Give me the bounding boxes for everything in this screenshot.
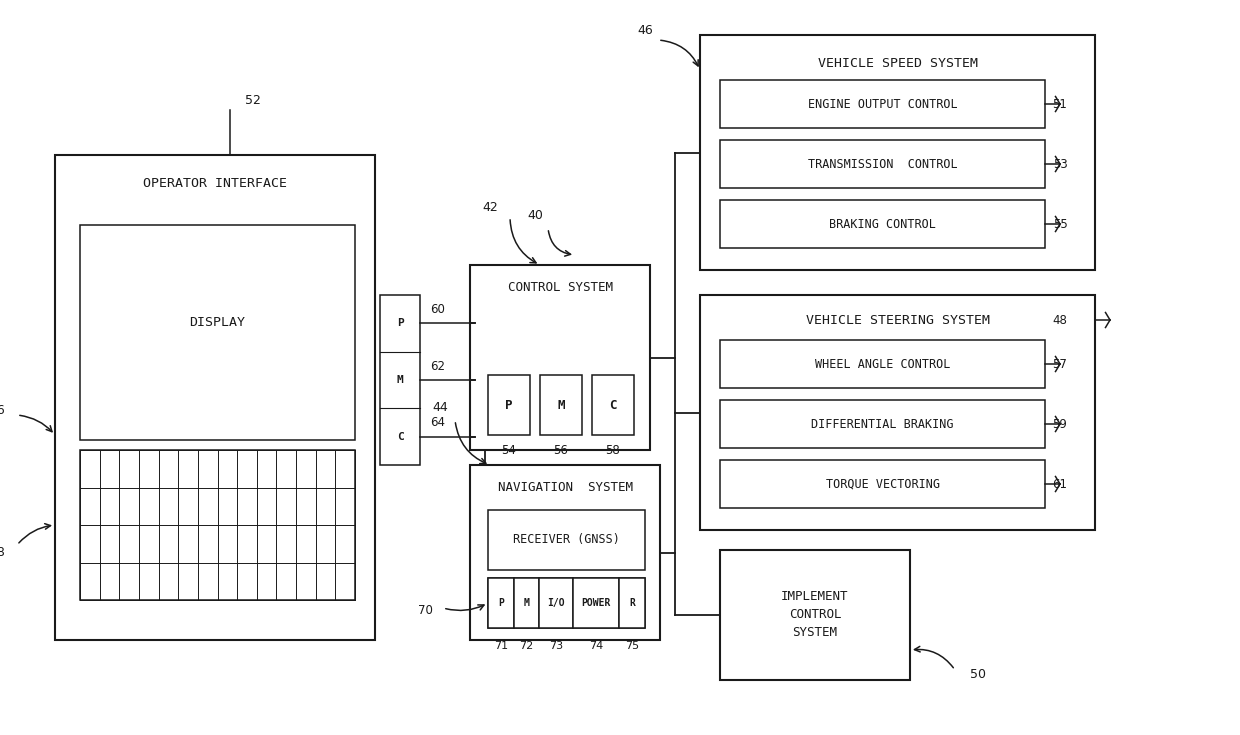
Text: CONTROL: CONTROL	[789, 609, 841, 622]
Text: IMPLEMENT: IMPLEMENT	[781, 590, 848, 603]
Text: 64: 64	[430, 416, 445, 429]
Text: 52: 52	[246, 93, 260, 107]
Bar	[720, 200, 1045, 248]
Bar	[720, 400, 1045, 448]
Bar	[81, 450, 355, 600]
Text: DIFFERENTIAL BRAKING: DIFFERENTIAL BRAKING	[811, 417, 954, 431]
Text: M: M	[397, 375, 403, 385]
Text: POWER: POWER	[582, 598, 611, 608]
Text: 70: 70	[418, 604, 433, 617]
Bar	[591, 375, 634, 435]
Text: P: P	[505, 398, 513, 412]
Text: M: M	[523, 598, 529, 608]
Text: 50: 50	[970, 669, 986, 681]
Bar	[701, 295, 1095, 530]
Bar	[619, 578, 645, 628]
Text: VEHICLE SPEED SYSTEM: VEHICLE SPEED SYSTEM	[817, 57, 977, 70]
Text: DISPLAY: DISPLAY	[190, 316, 246, 329]
Text: ENGINE OUTPUT CONTROL: ENGINE OUTPUT CONTROL	[807, 98, 957, 110]
Bar	[81, 225, 355, 440]
Text: 73: 73	[549, 641, 563, 651]
Bar	[379, 295, 420, 465]
Text: 75: 75	[625, 641, 639, 651]
Text: WHEEL ANGLE CONTROL: WHEEL ANGLE CONTROL	[815, 357, 950, 370]
Text: 42: 42	[482, 201, 498, 213]
Bar	[489, 510, 645, 570]
Bar	[55, 155, 374, 640]
Bar	[489, 578, 645, 628]
Text: VEHICLE STEERING SYSTEM: VEHICLE STEERING SYSTEM	[806, 314, 990, 326]
Text: SYSTEM: SYSTEM	[792, 626, 837, 639]
Text: 66: 66	[0, 404, 5, 417]
Text: RECEIVER (GNSS): RECEIVER (GNSS)	[513, 534, 620, 547]
Text: P: P	[498, 598, 503, 608]
Bar	[513, 578, 539, 628]
Bar	[720, 80, 1045, 128]
Bar	[489, 375, 529, 435]
Text: 55: 55	[1053, 218, 1068, 231]
Text: 61: 61	[1053, 478, 1068, 490]
Text: BRAKING CONTROL: BRAKING CONTROL	[830, 218, 936, 231]
Text: 53: 53	[1053, 157, 1068, 171]
Text: CONTROL SYSTEM: CONTROL SYSTEM	[507, 281, 613, 293]
Text: 72: 72	[520, 641, 533, 651]
Text: NAVIGATION  SYSTEM: NAVIGATION SYSTEM	[497, 481, 632, 493]
Text: M: M	[557, 398, 564, 412]
Text: 46: 46	[637, 24, 653, 37]
Text: 44: 44	[432, 401, 448, 414]
Text: C: C	[397, 431, 403, 442]
Text: 54: 54	[501, 443, 516, 456]
Text: 71: 71	[494, 641, 508, 651]
Text: 62: 62	[430, 359, 445, 373]
Text: I/O: I/O	[547, 598, 565, 608]
Text: 56: 56	[553, 443, 568, 456]
Bar	[489, 578, 513, 628]
Bar	[720, 550, 910, 680]
Text: 57: 57	[1053, 357, 1068, 370]
Text: 60: 60	[430, 303, 445, 316]
Bar	[720, 140, 1045, 188]
Bar	[539, 578, 573, 628]
Text: P: P	[397, 318, 403, 329]
Bar	[470, 465, 660, 640]
Text: 40: 40	[527, 209, 543, 221]
Text: 74: 74	[589, 641, 603, 651]
Bar	[539, 375, 582, 435]
Bar	[701, 35, 1095, 270]
Text: 68: 68	[0, 547, 5, 559]
Text: R: R	[629, 598, 635, 608]
Text: TORQUE VECTORING: TORQUE VECTORING	[826, 478, 940, 490]
Text: 51: 51	[1053, 98, 1068, 110]
Bar	[470, 265, 650, 450]
Text: 59: 59	[1053, 417, 1068, 431]
Bar	[573, 578, 619, 628]
Text: 48: 48	[1053, 314, 1068, 326]
Text: TRANSMISSION  CONTROL: TRANSMISSION CONTROL	[807, 157, 957, 171]
Bar	[720, 340, 1045, 388]
Bar	[720, 460, 1045, 508]
Text: C: C	[609, 398, 616, 412]
Text: OPERATOR INTERFACE: OPERATOR INTERFACE	[143, 176, 286, 190]
Text: 58: 58	[605, 443, 620, 456]
